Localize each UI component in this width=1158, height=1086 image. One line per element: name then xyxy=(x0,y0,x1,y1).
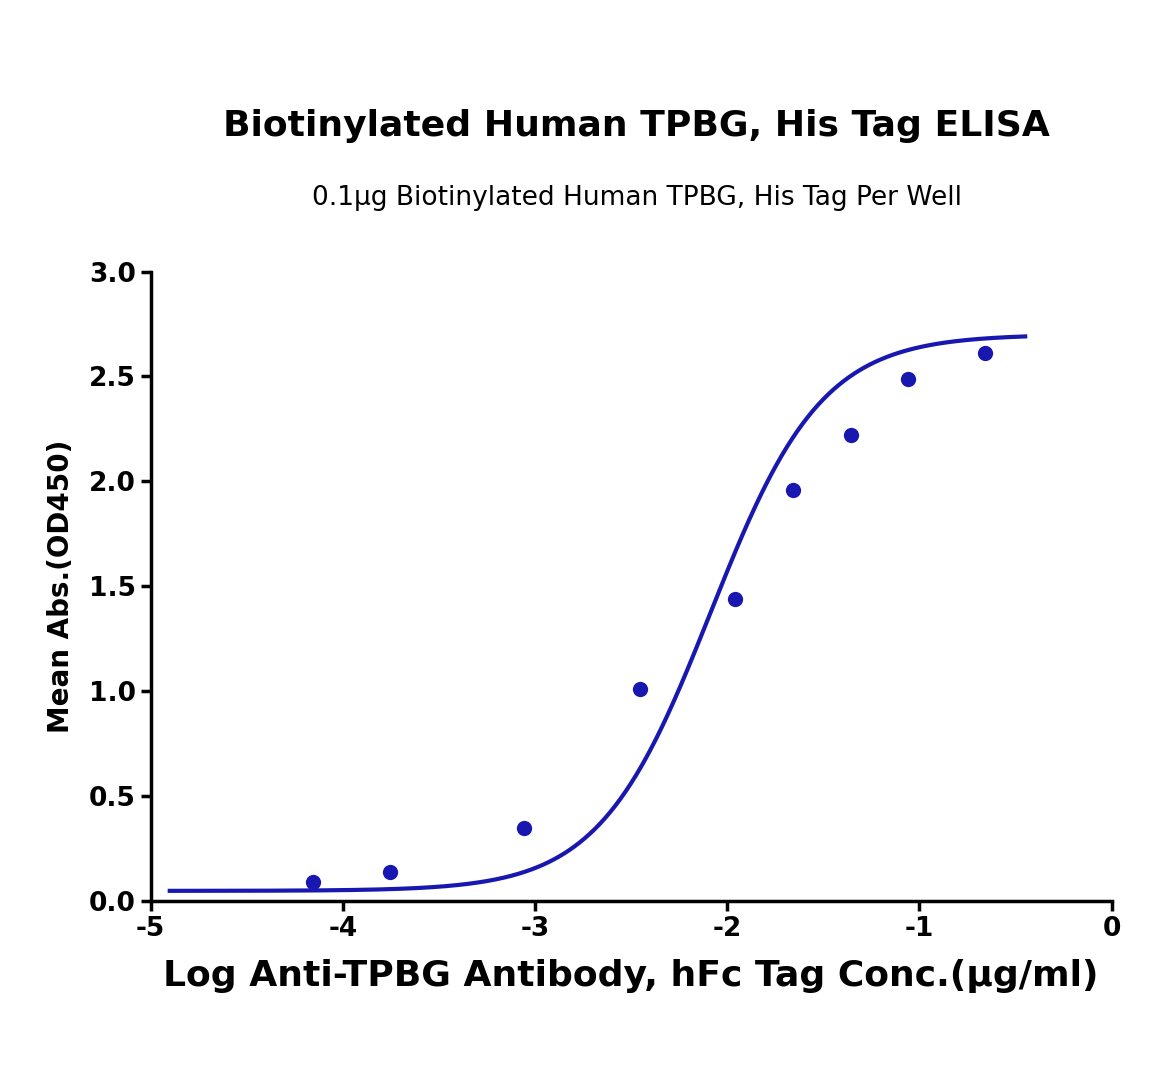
X-axis label: Log Anti-TPBG Antibody, hFc Tag Conc.(μg/ml): Log Anti-TPBG Antibody, hFc Tag Conc.(μg… xyxy=(163,959,1099,993)
Text: 0.1μg Biotinylated Human TPBG, His Tag Per Well: 0.1μg Biotinylated Human TPBG, His Tag P… xyxy=(312,185,962,211)
Y-axis label: Mean Abs.(OD450): Mean Abs.(OD450) xyxy=(47,440,75,733)
Text: Biotinylated Human TPBG, His Tag ELISA: Biotinylated Human TPBG, His Tag ELISA xyxy=(223,109,1050,142)
